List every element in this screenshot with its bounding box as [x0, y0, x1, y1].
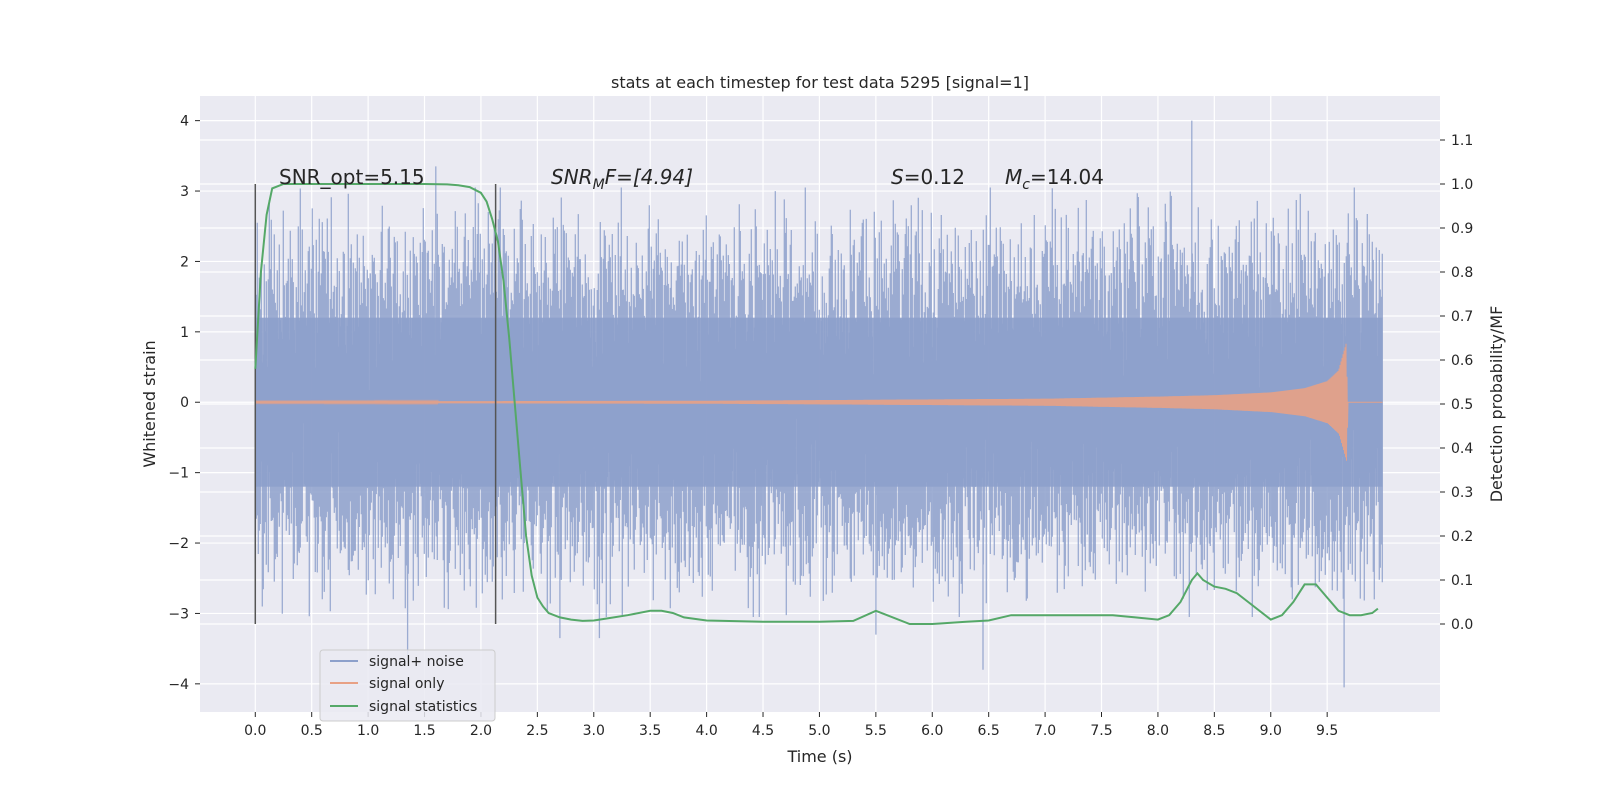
- annotation-mc-value: =14.04: [1030, 165, 1104, 189]
- x-tick-label: 4.5: [752, 723, 774, 739]
- annotation-s-value: =0.12: [904, 165, 965, 189]
- y-right-tick-label: 0.1: [1451, 573, 1473, 589]
- y-left-tick-label: −1: [168, 466, 189, 482]
- x-tick-label: 5.0: [808, 723, 830, 739]
- x-tick-label: 8.0: [1147, 723, 1169, 739]
- annotation-snr-mf-subscript: M: [593, 177, 605, 193]
- annotation-snr-mf-main: SNR: [551, 165, 593, 189]
- y-left-tick-label: −2: [168, 536, 189, 552]
- x-tick-label: 9.5: [1316, 723, 1338, 739]
- x-tick-label: 0.5: [301, 723, 323, 739]
- x-tick-label: 2.0: [470, 723, 492, 739]
- series-signal-only: [254, 343, 1383, 461]
- annotation-s-var: S: [891, 165, 904, 189]
- y-left-tick-label: −4: [168, 677, 189, 693]
- y-right-tick-label: 0.7: [1451, 309, 1473, 325]
- chirp-trace: [254, 343, 1383, 461]
- x-tick-label: 1.5: [413, 723, 435, 739]
- y-right-tick-label: 0.2: [1451, 529, 1473, 545]
- y-left-axis-label: Whitened strain: [140, 340, 159, 467]
- y-left-tick-label: 1: [180, 325, 189, 341]
- series-signal-statistics: [254, 183, 1379, 625]
- y-right-tick-label: 0.3: [1451, 485, 1473, 501]
- annotation-mc-subscript: c: [1022, 177, 1030, 193]
- annotation-mc: Mc=14.04: [1005, 165, 1104, 193]
- y-right-tick-label: 0.4: [1451, 441, 1473, 457]
- legend: signal+ noise signal only signal statist…: [319, 649, 496, 722]
- x-tick-label: 9.0: [1260, 723, 1282, 739]
- y-right-tick-label: 0.9: [1451, 221, 1473, 237]
- annotation-snr-opt: SNR_opt=5.15: [279, 165, 425, 189]
- x-axis-label: Time (s): [786, 747, 852, 766]
- y-right-tick-label: 1.0: [1451, 177, 1473, 193]
- y-left-axis-ticks: 4 3 2 1 0 −1 −2 −3 −4: [168, 114, 200, 693]
- y-right-tick-label: 0.8: [1451, 265, 1473, 281]
- x-tick-label: 0.0: [244, 723, 266, 739]
- y-right-tick-label: 1.1: [1451, 133, 1473, 149]
- y-left-tick-label: 2: [180, 254, 189, 270]
- statistics-line: [254, 183, 1379, 625]
- vertical-markers: [254, 184, 497, 624]
- x-tick-label: 3.5: [639, 723, 661, 739]
- x-tick-label: 2.5: [526, 723, 548, 739]
- y-right-axis-label: Detection probability/MF: [1487, 306, 1506, 503]
- x-tick-label: 7.0: [1034, 723, 1056, 739]
- annotation-snr-mf-value: F=[4.94]: [605, 165, 693, 189]
- legend-label-signal-only: signal only: [369, 676, 444, 692]
- legend-label-signal-plus-noise: signal+ noise: [369, 654, 464, 670]
- legend-label-signal-statistics: signal statistics: [369, 699, 477, 715]
- legend-box: [319, 649, 496, 722]
- y-left-tick-label: 4: [180, 114, 189, 130]
- x-axis-ticks: 0.0 0.5 1.0 1.5 2.0 2.5 3.0 3.5 4.0 4.5 5.0 5.5 6.0 6…: [244, 712, 1338, 739]
- annotation-s: S=0.12: [891, 165, 965, 189]
- y-right-tick-label: 0.6: [1451, 353, 1473, 369]
- chart-title: stats at each timestep for test data 529…: [611, 73, 1029, 92]
- y-right-tick-label: 0.0: [1451, 617, 1473, 633]
- y-right-tick-label: 0.5: [1451, 397, 1473, 413]
- x-tick-label: 3.0: [583, 723, 605, 739]
- x-tick-label: 8.5: [1203, 723, 1225, 739]
- annotation-snr-mf: SNRMF=[4.94]: [551, 165, 693, 193]
- annotation-mc-var: M: [1005, 165, 1022, 189]
- x-tick-label: 1.0: [357, 723, 379, 739]
- x-tick-label: 4.0: [695, 723, 717, 739]
- x-tick-label: 7.5: [1090, 723, 1112, 739]
- y-left-tick-label: −3: [168, 606, 189, 622]
- x-tick-label: 6.0: [921, 723, 943, 739]
- y-left-tick-label: 0: [180, 395, 189, 411]
- y-right-axis-ticks: 1.1 1.0 0.9 0.8 0.7 0.6 0.5 0.4 0.3 0.2 0.1 0.0: [1440, 133, 1473, 633]
- x-tick-label: 5.5: [865, 723, 887, 739]
- y-left-tick-label: 3: [180, 184, 189, 200]
- x-tick-label: 6.5: [978, 723, 1000, 739]
